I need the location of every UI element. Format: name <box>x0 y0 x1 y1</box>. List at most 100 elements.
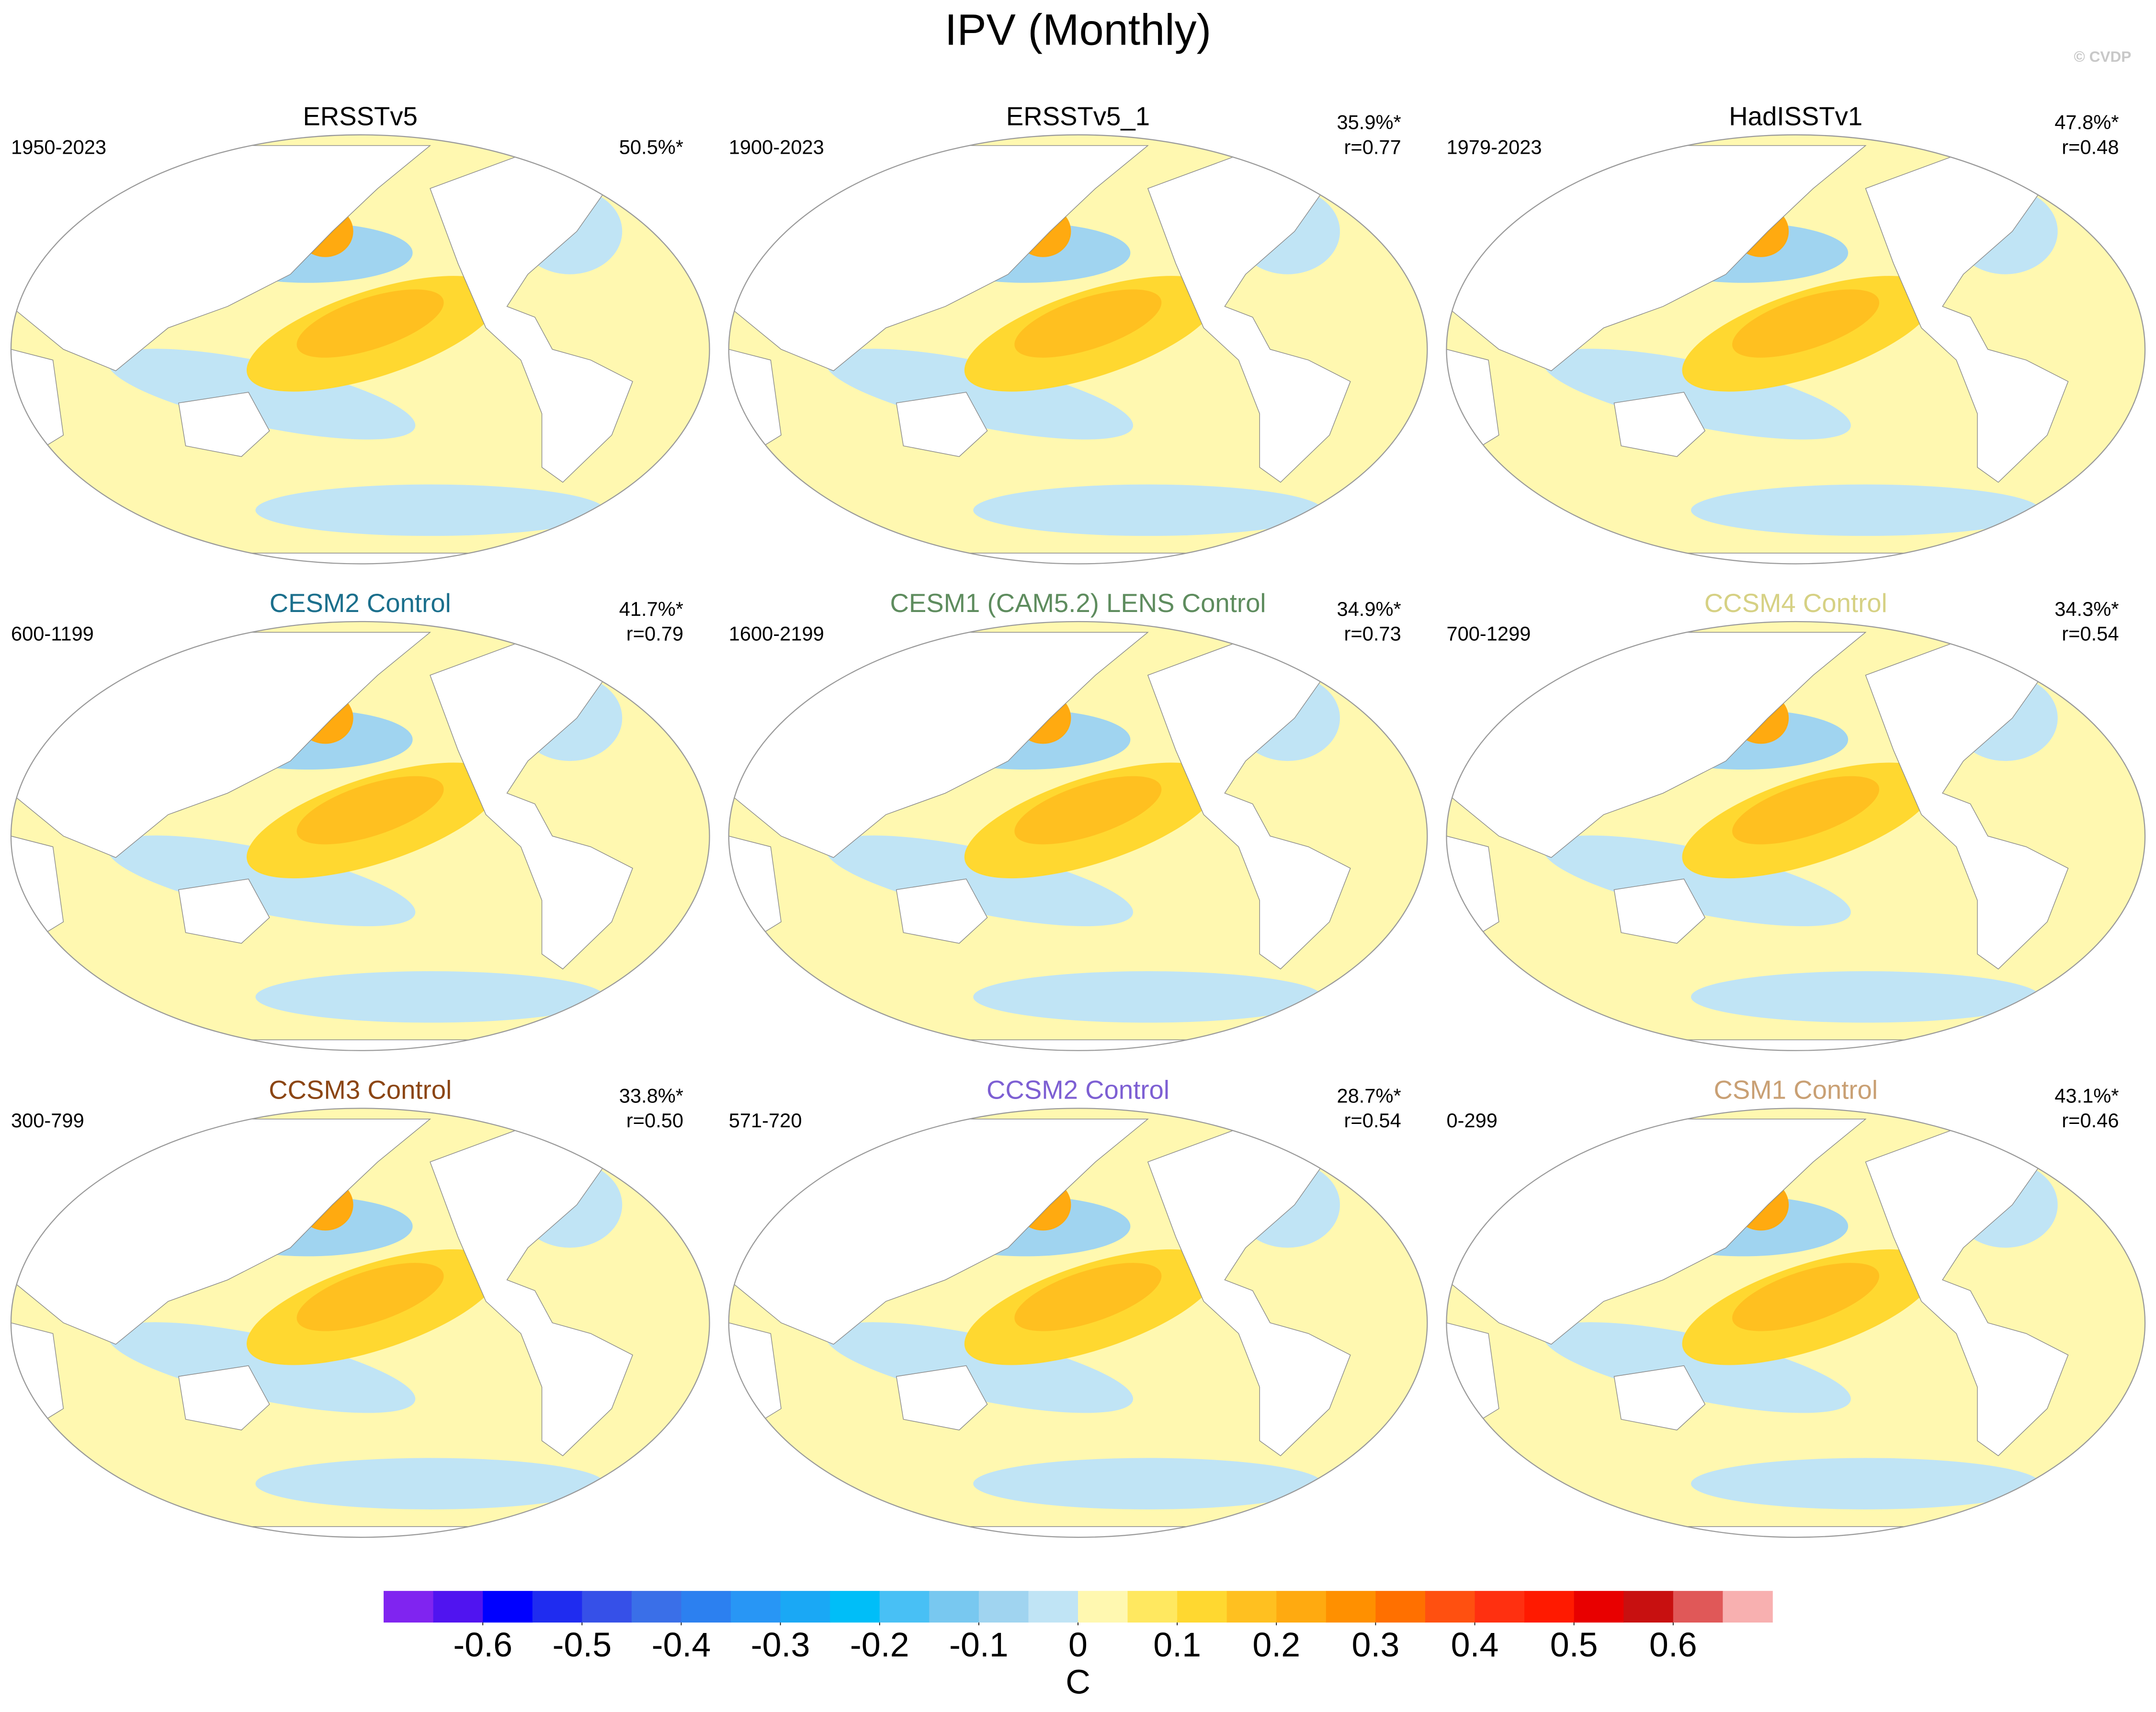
land <box>1147 643 1351 970</box>
panel-variance: 28.7%* <box>1337 1084 1401 1107</box>
panel-title: ERSSTv5_1 <box>1006 102 1150 131</box>
land <box>1446 632 1867 858</box>
map-border <box>728 134 1428 565</box>
panel-period: 1950-2023 <box>11 136 106 158</box>
land <box>1147 1129 1351 1456</box>
panel-variance: 50.5%* <box>619 136 683 158</box>
colorbar-box <box>1524 1591 1575 1623</box>
land <box>178 878 270 944</box>
panel-title: CCSM3 Control <box>269 1075 452 1104</box>
map-panel: CCSM4 Control 700-1299 34.3%* r=0.54 <box>1446 589 2146 1051</box>
colorbar-box <box>780 1591 831 1623</box>
panel-variance: 33.8%* <box>619 1084 683 1107</box>
map-field <box>1446 621 2145 1051</box>
land <box>1865 156 2069 483</box>
panel-period: 1979-2023 <box>1446 136 1542 158</box>
panel-title: HadISSTv1 <box>1729 102 1862 131</box>
figure-title: IPV (Monthly) <box>945 5 1211 54</box>
warm-region <box>1732 1263 1880 1331</box>
panel-correlation: r=0.50 <box>626 1109 683 1132</box>
colorbar-box <box>1673 1591 1724 1623</box>
land <box>178 392 270 457</box>
panel-title: CCSM2 Control <box>987 1075 1169 1104</box>
colorbar-tick-label: 0.6 <box>1649 1626 1697 1664</box>
panel-variance: 47.8%* <box>2054 111 2119 134</box>
panel-variance: 35.9%* <box>1337 111 1401 134</box>
panel-variance: 34.9%* <box>1337 598 1401 620</box>
panel-variance: 34.3%* <box>2054 598 2119 620</box>
panel-period: 571-720 <box>729 1109 802 1132</box>
cool-region <box>255 971 605 1023</box>
map-border <box>10 621 710 1051</box>
land <box>430 643 633 970</box>
colorbar-box <box>1078 1591 1128 1623</box>
colorbar-box <box>929 1591 979 1623</box>
land <box>11 632 431 858</box>
colorbar-tick-label: -0.4 <box>652 1626 711 1664</box>
colorbar-tick-label: 0.3 <box>1352 1626 1400 1664</box>
map-panel: ERSSTv5 1950-2023 50.5%* <box>10 102 710 565</box>
colorbar-box <box>532 1591 583 1623</box>
map-border <box>728 1108 1428 1538</box>
land <box>728 145 1149 372</box>
panel-correlation: r=0.48 <box>2062 136 2119 158</box>
colorbar-box <box>582 1591 632 1623</box>
map-panel: CESM2 Control 600-1199 41.7%* r=0.79 <box>10 589 710 1051</box>
warm-region <box>1732 776 1880 845</box>
map-field <box>728 621 1428 1051</box>
map-panel: CESM1 (CAM5.2) LENS Control 1600-2199 34.9… <box>728 589 1428 1051</box>
land <box>896 1365 988 1430</box>
colorbar-tick-label: 0.2 <box>1252 1626 1300 1664</box>
map-border <box>10 134 710 565</box>
panel-title: ERSSTv5 <box>303 102 418 131</box>
colorbar-box <box>1475 1591 1525 1623</box>
land <box>1446 145 1867 372</box>
land <box>11 1119 431 1345</box>
cool-region <box>1691 971 2041 1023</box>
map-border <box>728 621 1428 1051</box>
map-border <box>1446 1108 2146 1538</box>
map-field <box>1446 135 2145 564</box>
colorbar-box <box>1723 1591 1773 1623</box>
colorbar-box <box>1028 1591 1078 1623</box>
cool-region <box>255 1458 605 1509</box>
colorbar-box <box>731 1591 781 1623</box>
colorbar-box <box>1375 1591 1426 1623</box>
cool-region <box>255 484 605 536</box>
colorbar-box <box>1623 1591 1674 1623</box>
colorbar-tick-label: -0.3 <box>751 1626 810 1664</box>
cool-region <box>1691 1458 2041 1509</box>
cool-region <box>1691 484 2041 536</box>
panel-title: CESM2 Control <box>270 589 451 618</box>
panel-correlation: r=0.77 <box>1344 136 1401 158</box>
map-field <box>728 135 1428 564</box>
land <box>728 632 1149 858</box>
colorbar-box <box>1276 1591 1327 1623</box>
colorbar-box <box>483 1591 533 1623</box>
colorbar-tick-label: 0.1 <box>1153 1626 1201 1664</box>
colorbar-unit: C <box>1066 1663 1090 1701</box>
panel-correlation: r=0.54 <box>2062 623 2119 645</box>
land <box>430 156 633 483</box>
panel-title: CESM1 (CAM5.2) LENS Control <box>890 589 1266 618</box>
credit: © CVDP <box>2074 48 2132 65</box>
colorbar-box <box>433 1591 484 1623</box>
colorbar-tick-label: 0.4 <box>1451 1626 1499 1664</box>
colorbar-tick-label: -0.6 <box>453 1626 512 1664</box>
colorbar-box <box>879 1591 930 1623</box>
map-border <box>10 1108 710 1538</box>
colorbar-box <box>681 1591 731 1623</box>
map-panel: CCSM2 Control 571-720 28.7%*r=0.54 <box>728 1075 1428 1538</box>
land <box>11 145 431 372</box>
colorbar-tick-label: -0.5 <box>552 1626 612 1664</box>
warm-region <box>1014 1263 1162 1331</box>
cool-region <box>1543 349 1851 440</box>
land <box>1613 1365 1706 1430</box>
land <box>430 1129 633 1456</box>
map-panel: CSM1 Control 0-299 43.1%*r=0.46 <box>1446 1075 2146 1538</box>
panel-correlation: r=0.79 <box>626 623 683 645</box>
land <box>896 878 988 944</box>
cool-region <box>107 835 416 927</box>
cool-region <box>825 1322 1134 1413</box>
